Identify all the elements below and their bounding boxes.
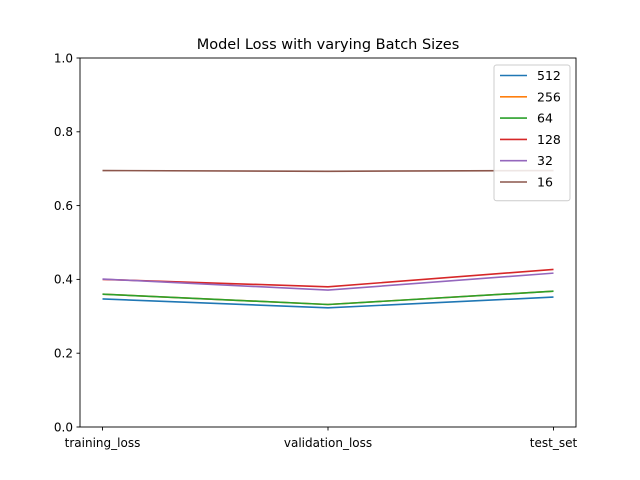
legend-label-16: 16 [537,175,553,190]
y-tick-label: 0.8 [54,125,73,139]
y-tick-label: 1.0 [54,51,73,65]
legend-label-64: 64 [537,111,553,126]
legend-box [493,64,571,202]
legend-label-32: 32 [537,153,553,168]
series-layer [102,169,554,309]
y-tick-label: 0.6 [54,199,73,213]
series-line-64 [102,290,554,306]
x-tick-label: training_loss [65,436,141,450]
chart-title: Model Loss with varying Batch Sizes [197,37,460,53]
axes-layer: 0.0 0.2 0.4 0.6 0.8 1.0 training_loss validatio… [54,51,578,450]
y-tick-label: 0.4 [54,273,73,287]
x-tick-label: test_set [530,436,578,450]
series-line-32 [102,272,554,291]
series-line-512 [102,296,554,309]
x-tick-label: validation_loss [284,436,372,450]
y-tick-label: 0.2 [54,347,73,361]
y-tick-label: 0.0 [54,420,73,434]
legend: 512 256 64 128 32 16 [493,64,571,202]
series-line-16 [102,169,554,173]
series-line-128 [102,268,554,288]
legend-label-512: 512 [537,68,561,83]
legend-label-128: 128 [537,132,561,147]
legend-label-256: 256 [537,89,561,104]
